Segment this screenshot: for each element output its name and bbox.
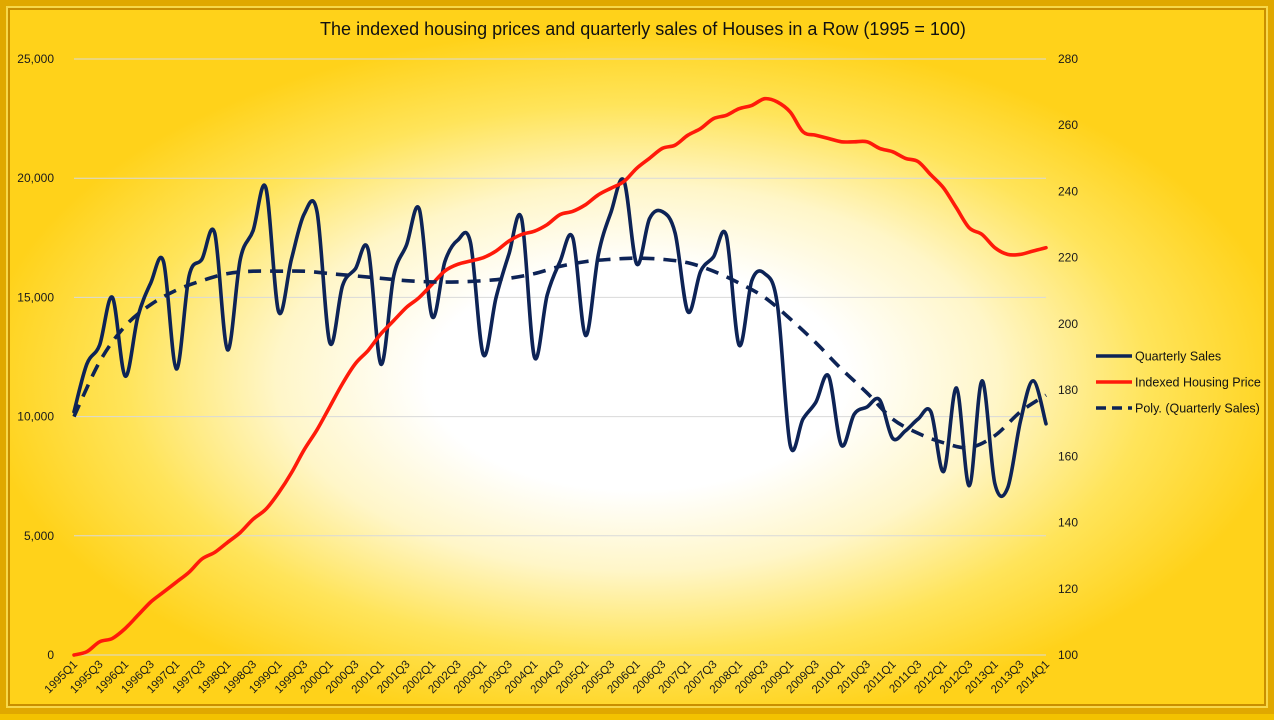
left-tick-label: 5,000 <box>24 529 54 543</box>
quarterly-sales-line <box>72 177 1048 499</box>
legend-label: Poly. (Quarterly Sales) <box>1135 402 1260 416</box>
left-tick-label: 0 <box>47 648 54 662</box>
indexed-housing-price-line <box>72 96 1048 657</box>
left-axis: 0 5,000 10,000 15,000 20,000 25,000 <box>17 52 54 662</box>
legend-label: Quarterly Sales <box>1135 350 1221 364</box>
right-tick-label: 240 <box>1058 184 1078 198</box>
right-tick-label: 260 <box>1058 118 1078 132</box>
left-tick-label: 25,000 <box>17 52 54 66</box>
legend-label: Indexed Housing Price <box>1135 376 1261 390</box>
chart-title: The indexed housing prices and quarterly… <box>320 19 966 39</box>
left-tick-label: 10,000 <box>17 410 54 424</box>
legend: Quarterly Sales Indexed Housing Price Poly… <box>1096 350 1261 416</box>
right-tick-label: 120 <box>1058 582 1078 596</box>
right-tick-label: 280 <box>1058 52 1078 66</box>
gridlines <box>74 58 1046 656</box>
right-tick-label: 100 <box>1058 648 1078 662</box>
right-axis: 100 120 140 160 180 200 220 240 260 280 <box>1058 52 1078 662</box>
right-tick-label: 180 <box>1058 383 1078 397</box>
right-tick-label: 140 <box>1058 516 1078 530</box>
right-tick-label: 160 <box>1058 449 1078 463</box>
poly-trend-line <box>72 256 1047 450</box>
x-axis: 1995Q11995Q31996Q11996Q31997Q11997Q31998… <box>43 659 1052 696</box>
right-tick-label: 200 <box>1058 317 1078 331</box>
left-tick-label: 15,000 <box>17 290 54 304</box>
series-lines <box>72 96 1048 657</box>
line-chart: The indexed housing prices and quarterly… <box>17 19 1261 696</box>
right-tick-label: 220 <box>1058 251 1078 265</box>
left-tick-label: 20,000 <box>17 171 54 185</box>
